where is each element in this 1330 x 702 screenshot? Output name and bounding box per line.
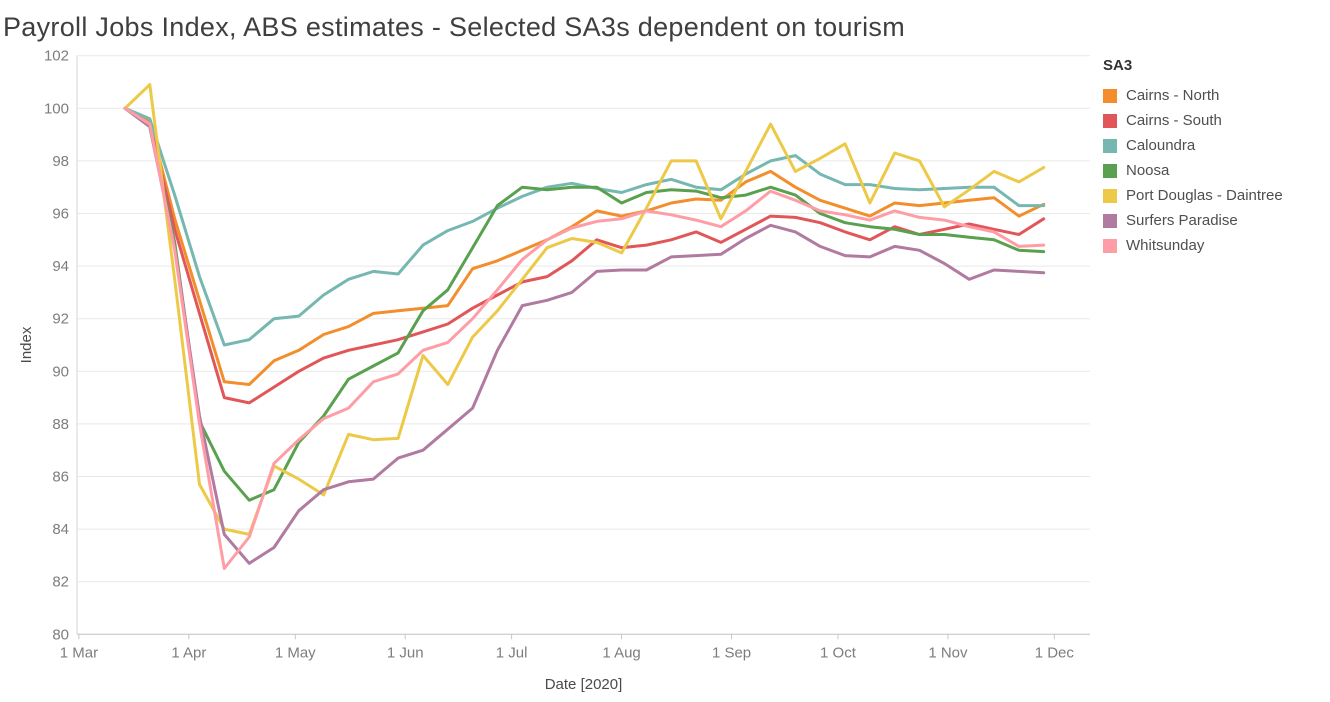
legend-item-surfers-paradise[interactable]: Surfers Paradise <box>1103 208 1328 233</box>
surfers-paradise-swatch-icon <box>1103 213 1117 228</box>
noosa-swatch-icon <box>1103 163 1117 178</box>
y-tick-label-92: 92 <box>52 311 69 328</box>
x-tick-label-1-mar: 1 Mar <box>60 644 98 661</box>
x-tick-label-1-sep: 1 Sep <box>712 644 751 661</box>
series-line-noosa[interactable] <box>123 106 1046 502</box>
legend-item-label: Surfers Paradise <box>1126 212 1238 229</box>
y-tick-label-94: 94 <box>52 258 69 275</box>
legend-item-label: Whitsunday <box>1126 237 1205 254</box>
x-tick-label-1-apr: 1 Apr <box>171 644 206 661</box>
y-tick-label-102: 102 <box>44 48 69 65</box>
legend-item-label: Noosa <box>1126 162 1170 179</box>
y-tick-label-88: 88 <box>52 416 69 433</box>
x-tick-label-1-aug: 1 Aug <box>602 644 640 661</box>
y-axis-title: Index <box>18 326 35 363</box>
caloundra-swatch-icon <box>1103 138 1117 153</box>
legend-item-label: Cairns - South <box>1126 112 1222 129</box>
y-tick-label-84: 84 <box>52 521 69 538</box>
x-tick-label-1-jun: 1 Jun <box>387 644 424 661</box>
legend-item-cairns-north[interactable]: Cairns - North <box>1103 83 1328 108</box>
legend-item-caloundra[interactable]: Caloundra <box>1103 133 1328 158</box>
legend-items: Cairns - North Cairns - South Caloundra Noo… <box>1103 83 1328 258</box>
y-tick-label-82: 82 <box>52 574 69 591</box>
legend-item-label: Caloundra <box>1126 137 1196 154</box>
x-tick-label-1-dec: 1 Dec <box>1035 644 1075 661</box>
legend-item-cairns-south[interactable]: Cairns - South <box>1103 108 1328 133</box>
y-tick-label-90: 90 <box>52 363 69 380</box>
legend-title: SA3 <box>1103 57 1133 74</box>
x-axis-title: Date [2020] <box>545 676 623 693</box>
y-tick-label-96: 96 <box>52 206 69 223</box>
series-line-whitsunday[interactable] <box>123 106 1046 570</box>
legend-item-noosa[interactable]: Noosa <box>1103 158 1328 183</box>
x-tick-label-1-oct: 1 Oct <box>820 644 857 661</box>
series-line-cairns-north[interactable] <box>123 106 1046 386</box>
cairns-north-swatch-icon <box>1103 88 1117 103</box>
x-tick-label-1-jul: 1 Jul <box>496 644 528 661</box>
legend: SA3 Cairns - North Cairns - South Caloundr… <box>1103 57 1328 258</box>
cairns-south-swatch-icon <box>1103 113 1117 128</box>
legend-item-whitsunday[interactable]: Whitsunday <box>1103 233 1328 258</box>
y-tick-label-80: 80 <box>52 626 69 643</box>
series-line-surfers-paradise[interactable] <box>123 106 1046 565</box>
y-tick-label-86: 86 <box>52 469 69 486</box>
port-douglas-daintree-swatch-icon <box>1103 188 1117 203</box>
legend-item-label: Cairns - North <box>1126 87 1220 104</box>
whitsunday-swatch-icon <box>1103 238 1117 253</box>
y-tick-label-98: 98 <box>52 153 69 170</box>
series-line-port-douglas-daintree[interactable] <box>123 83 1046 536</box>
legend-item-port-douglas-daintree[interactable]: Port Douglas - Daintree <box>1103 183 1328 208</box>
y-tick-label-100: 100 <box>44 100 69 117</box>
legend-item-label: Port Douglas - Daintree <box>1126 187 1283 204</box>
chart-title: Payroll Jobs Index, ABS estimates - Sele… <box>3 12 905 42</box>
x-tick-label-1-nov: 1 Nov <box>928 644 968 661</box>
x-tick-label-1-may: 1 May <box>275 644 316 661</box>
